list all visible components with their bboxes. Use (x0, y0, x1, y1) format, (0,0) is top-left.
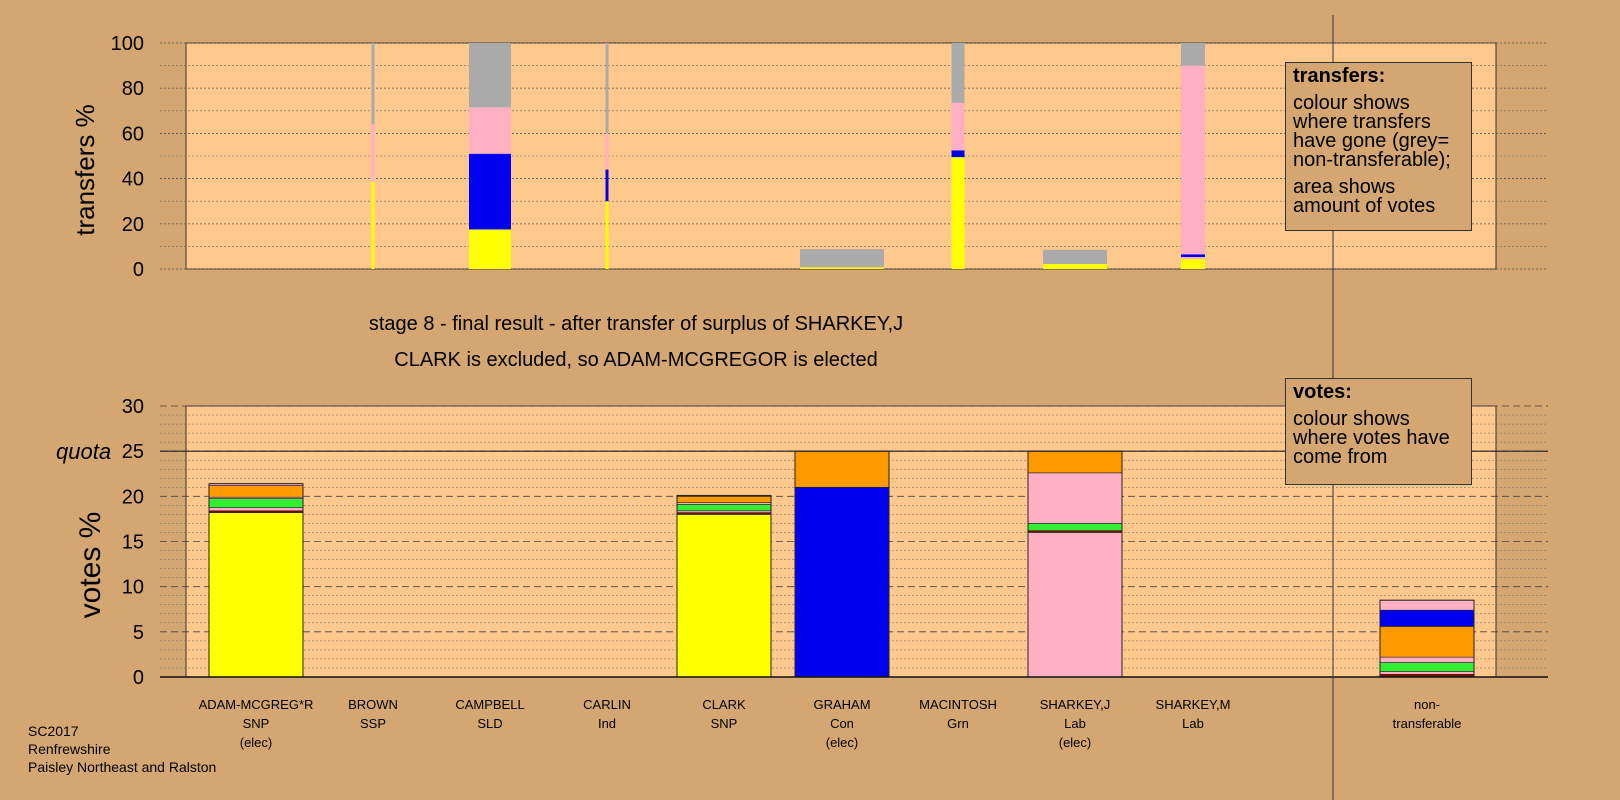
stage-title: stage 8 - final result - after transfer … (369, 313, 903, 335)
candidate-name-label: SHARKEY,M (1156, 697, 1231, 712)
votes-y-tick-label: 30 (122, 396, 144, 418)
vote-bar-segment (208, 485, 304, 498)
transfer-bar-segment (605, 169, 609, 202)
transfers-legend: transfers: colour shows where transfers … (1285, 62, 1472, 231)
candidate-status-label: (elec) (240, 735, 273, 750)
transfer-bar-segment (605, 43, 609, 134)
transfer-bar-segment (951, 43, 965, 103)
vote-bar-segment (1027, 523, 1123, 531)
candidate-name-label: GRAHAM (813, 697, 870, 712)
candidate-name-label: MACINTOSH (919, 697, 997, 712)
candidate-name-label: CLARK (702, 697, 746, 712)
candidate-name-label: BROWN (348, 697, 398, 712)
transfers-y-tick-label: 80 (122, 78, 144, 100)
transfer-bar-segment (605, 201, 609, 269)
transfer-bar-segment (1181, 257, 1205, 259)
nontransferable-bar-segment (1379, 599, 1475, 611)
transfers-y-tick-label: 60 (122, 123, 144, 145)
transfers-chart: 0 20 40 60 80 100 transfers % (70, 33, 1548, 281)
votes-legend-text: colour shows where votes have come from (1293, 408, 1450, 468)
transfers-legend-text-area: area shows amount of votes (1293, 176, 1436, 217)
nontransferable-bar-segment (1379, 671, 1475, 675)
transfers-y-tick-label: 40 (122, 169, 144, 191)
transfer-bar-segment (469, 107, 511, 154)
transfer-bar-segment (1043, 264, 1107, 269)
votes-y-tick-label: 0 (133, 667, 144, 689)
votes-chart: 0 5 10 15 20 25 30 votes % ADAM-MCGREG*R SNP (elec… (56, 396, 1548, 750)
transfer-bar-segment (1043, 249, 1107, 265)
vote-bar-segment (1027, 450, 1123, 474)
transfer-bar-segment (1181, 43, 1205, 66)
vote-bar-segment (676, 504, 772, 512)
transfers-legend-title: transfers: (1293, 65, 1386, 87)
nontransferable-bar-segment (1379, 609, 1475, 627)
footer: SC2017 Renfrewshire Paisley Northeast an… (28, 722, 216, 776)
transfers-y-tick-label: 100 (111, 33, 144, 55)
vote-bar-segment (676, 496, 772, 503)
candidate-name-label: ADAM-MCGREG*R (199, 697, 314, 712)
nontransferable-label-line2: transferable (1393, 716, 1462, 731)
candidate-party-label: Lab (1182, 716, 1204, 731)
vote-bar-segment (208, 512, 304, 678)
stage-subtitle: CLARK is excluded, so ADAM-MCGREGOR is e… (394, 349, 878, 371)
nontransferable-bar-segment (1379, 662, 1475, 672)
transfer-bar-segment (371, 43, 375, 125)
votes-legend-title: votes: (1293, 381, 1352, 403)
transfers-legend-text: colour shows where transfers have gone (… (1293, 92, 1451, 171)
transfer-bar-segment (469, 229, 511, 269)
transfers-y-tick-label: 0 (133, 259, 144, 281)
votes-y-tick-label: 15 (122, 532, 144, 554)
candidate-name-label: CAMPBELL (455, 697, 524, 712)
transfer-bar-segment (951, 102, 965, 151)
vote-bar-segment (208, 507, 304, 512)
candidate-party-label: Ind (598, 716, 616, 731)
candidate-name-label: CARLIN (583, 697, 631, 712)
votes-y-tick-label: 10 (122, 577, 144, 599)
vote-bar-segment (1027, 532, 1123, 678)
candidate-party-label: Grn (947, 716, 969, 731)
votes-y-tick-label: 5 (133, 622, 144, 644)
transfer-bar-segment (1181, 65, 1205, 255)
transfers-y-axis-label: transfers % (70, 104, 100, 236)
candidate-status-label: (elec) (826, 735, 859, 750)
footer-election: SC2017 (28, 723, 79, 739)
candidate-party-label: SNP (711, 716, 738, 731)
votes-y-tick-label: 25 (122, 441, 144, 463)
vote-bar-segment (1027, 472, 1123, 524)
transfer-bar-segment (371, 181, 375, 269)
transfer-bar-segment (951, 150, 965, 158)
transfer-bar-segment (605, 133, 609, 170)
transfer-bar-segment (469, 153, 511, 230)
candidate-party-label: SSP (360, 716, 386, 731)
transfer-bar-segment (1181, 254, 1205, 258)
vote-bar-segment (208, 498, 304, 508)
nontransferable-bar-segment (1379, 626, 1475, 658)
votes-y-axis-label: votes % (74, 512, 107, 619)
votes-legend: votes: colour shows where votes have com… (1285, 378, 1472, 485)
vote-bar-segment (794, 486, 890, 678)
candidate-status-label: (elec) (1059, 735, 1092, 750)
footer-council: Renfrewshire (28, 741, 111, 757)
candidate-party-label: Lab (1064, 716, 1086, 731)
transfers-y-tick-label: 20 (122, 214, 144, 236)
nontransferable-bar-segment (1379, 656, 1475, 663)
footer-ward: Paisley Northeast and Ralston (28, 759, 217, 775)
candidate-party-label: Con (830, 716, 854, 731)
candidate-name-label: SHARKEY,J (1040, 697, 1111, 712)
quota-label: quota (56, 439, 111, 464)
transfer-bar-segment (371, 124, 375, 182)
transfer-bar-segment (951, 157, 965, 269)
candidate-party-label: SLD (477, 716, 502, 731)
vote-bar-segment (794, 450, 890, 488)
nontransferable-label: non- (1414, 697, 1440, 712)
transfer-bar-segment (800, 267, 884, 269)
transfer-bar-segment (469, 43, 511, 108)
votes-y-tick-label: 20 (122, 486, 144, 508)
transfer-bar-segment (800, 249, 884, 268)
transfer-bar-segment (1181, 258, 1205, 269)
vote-bar-segment (676, 514, 772, 678)
candidate-party-label: SNP (243, 716, 270, 731)
